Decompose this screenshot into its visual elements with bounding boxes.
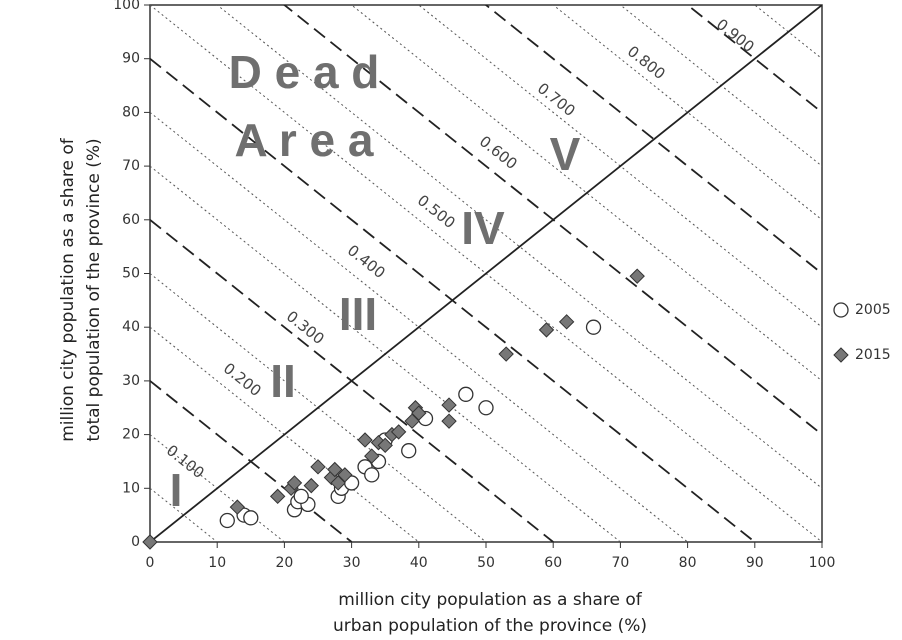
point	[303, 477, 319, 494]
legend-marker	[833, 302, 849, 318]
point	[401, 443, 417, 459]
legend-label: 2015	[855, 347, 891, 363]
iso-line-minor	[150, 487, 218, 542]
point	[498, 346, 514, 362]
x-axis-label: urban population of the province (%)	[333, 616, 647, 636]
point	[478, 400, 494, 416]
point	[330, 475, 346, 491]
x-tick-label: 20	[275, 555, 293, 571]
region-label: III	[339, 288, 377, 340]
x-tick-label: 80	[679, 555, 697, 571]
point	[310, 459, 326, 475]
iso-line-minor	[150, 326, 420, 542]
x-tick-label: 10	[208, 555, 226, 571]
x-tick-label: 100	[809, 555, 836, 571]
y-axis-label: million city population as a share of	[58, 137, 78, 442]
point	[629, 268, 645, 284]
y-tick-label: 70	[122, 158, 140, 174]
point	[441, 413, 457, 429]
point	[404, 413, 420, 429]
x-tick-label: 30	[343, 555, 361, 571]
point	[441, 397, 457, 413]
point	[229, 499, 246, 515]
x-tick-label: 60	[544, 555, 562, 571]
y-tick-label: 30	[122, 373, 140, 389]
point	[269, 488, 286, 505]
point	[219, 512, 235, 529]
point	[558, 314, 575, 330]
y-tick-label: 40	[122, 319, 140, 335]
point	[411, 405, 427, 421]
x-tick-label: 40	[410, 555, 428, 571]
x-tick-label: 90	[746, 555, 764, 571]
point	[286, 475, 303, 491]
point	[377, 437, 393, 454]
region-label: V	[550, 128, 581, 180]
x-tick-label: 0	[146, 555, 155, 571]
point	[538, 322, 555, 338]
diagonal-line	[150, 5, 822, 542]
y-tick-label: 100	[113, 0, 140, 13]
point	[364, 448, 380, 464]
point	[243, 510, 259, 526]
region-label: II	[270, 355, 296, 407]
region-label: IV	[461, 202, 505, 254]
region-label: I	[170, 464, 183, 516]
y-tick-label: 20	[122, 427, 140, 443]
x-axis-label: million city population as a share of	[338, 590, 643, 610]
y-tick-label: 60	[122, 212, 140, 228]
dead-area-label: A r e a	[235, 114, 374, 166]
x-tick-label: 70	[611, 555, 629, 571]
y-tick-label: 10	[122, 480, 140, 496]
point	[364, 467, 380, 483]
point	[293, 488, 309, 505]
reference-lines	[150, 5, 822, 542]
x-tick-label: 50	[477, 555, 495, 571]
y-tick-label: 0	[131, 534, 140, 550]
point	[327, 461, 343, 478]
legend-marker	[833, 347, 849, 363]
y-axis-label: total population of the province (%)	[84, 138, 104, 441]
point	[585, 319, 602, 335]
legend-label: 2005	[855, 302, 891, 318]
y-tick-label: 90	[122, 51, 140, 67]
point	[458, 386, 474, 402]
y-tick-label: 80	[122, 104, 140, 120]
dead-area-label: D e a d	[229, 46, 380, 98]
y-tick-label: 50	[122, 266, 140, 282]
point	[142, 534, 158, 550]
point	[390, 424, 407, 440]
point	[357, 432, 373, 448]
point	[337, 467, 353, 483]
